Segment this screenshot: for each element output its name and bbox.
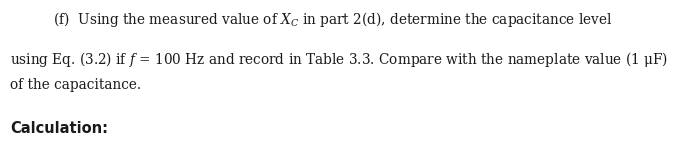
Text: Calculation:: Calculation: <box>10 121 108 136</box>
Text: using Eq. (3.2) if $f$ = 100 Hz and record in Table 3.3. Compare with the namepl: using Eq. (3.2) if $f$ = 100 Hz and reco… <box>10 50 669 69</box>
Text: of the capacitance.: of the capacitance. <box>10 78 141 92</box>
Text: (f)  Using the measured value of $X_C$ in part 2(d), determine the capacitance l: (f) Using the measured value of $X_C$ in… <box>10 10 613 29</box>
